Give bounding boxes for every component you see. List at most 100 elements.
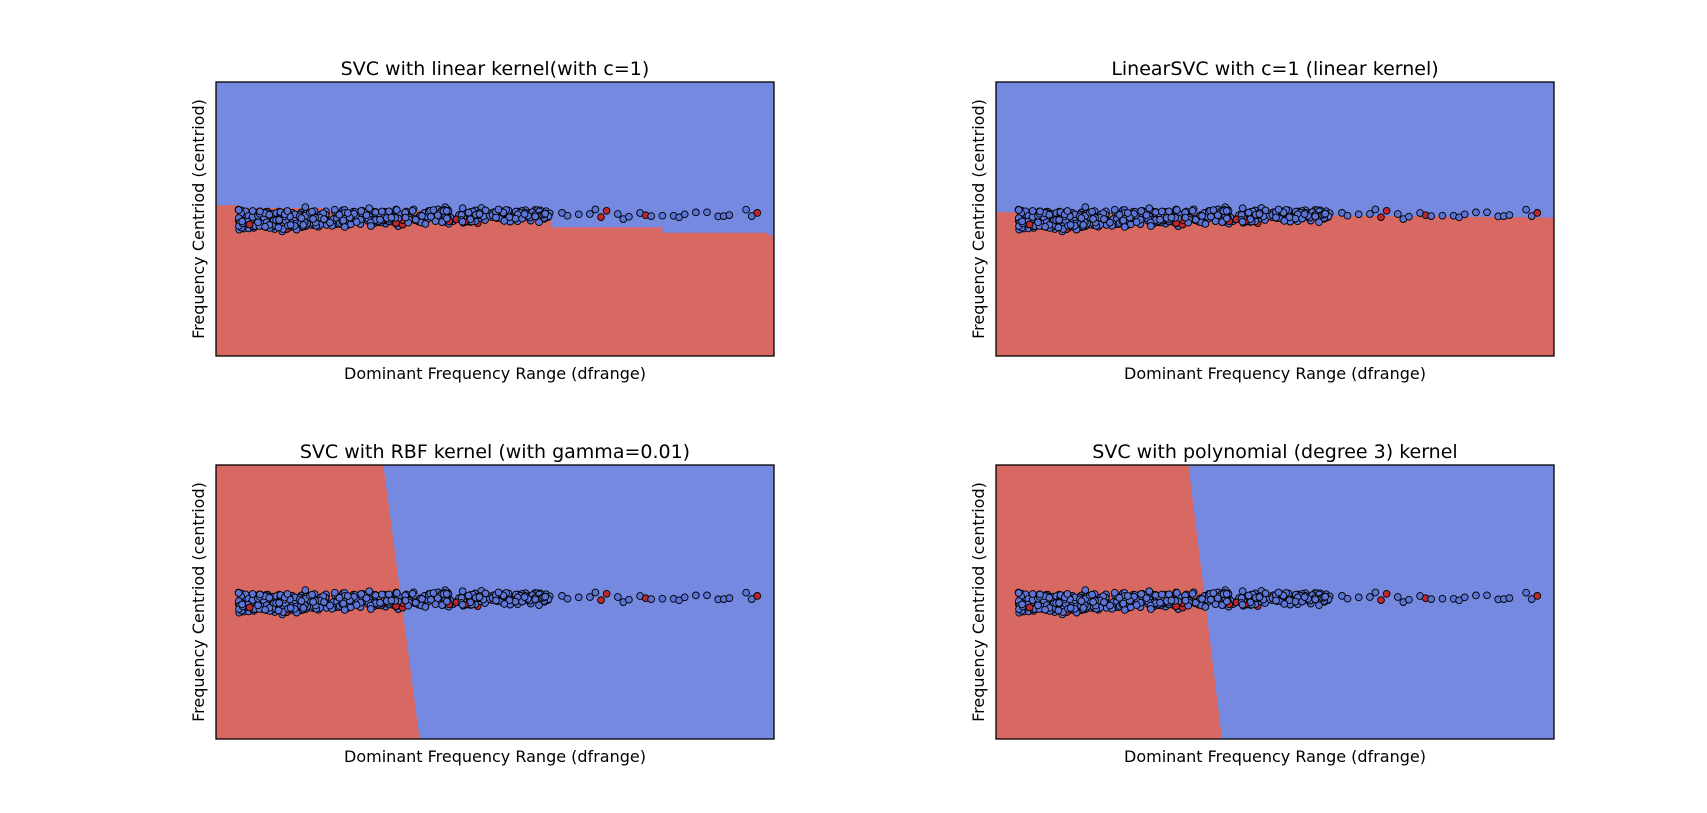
data-point-blue — [261, 222, 269, 231]
chart-title: LinearSVC with c=1 (linear kernel) — [1111, 58, 1438, 80]
data-point-blue — [1145, 204, 1154, 213]
data-point-blue — [574, 210, 583, 219]
data-point-blue — [1014, 206, 1023, 214]
data-point-blue — [680, 593, 689, 602]
data-point-blue — [1106, 601, 1114, 610]
chart-title: SVC with RBF kernel (with gamma=0.01) — [300, 441, 690, 463]
data-point-red — [602, 589, 611, 598]
chart-panel-4: SVC with polynomial (degree 3) kernel Dom… — [969, 441, 1555, 766]
data-point-blue — [541, 592, 550, 601]
data-point-blue — [1079, 221, 1088, 229]
data-point-blue — [692, 208, 700, 217]
data-point-blue — [742, 205, 750, 214]
data-point-blue — [1238, 204, 1247, 213]
data-point-blue — [320, 598, 328, 606]
data-point-blue — [747, 212, 756, 220]
data-point-blue — [725, 211, 734, 219]
data-point-blue — [330, 205, 339, 214]
data-point-blue — [1244, 591, 1253, 600]
data-point-blue — [1100, 598, 1108, 606]
data-point-blue — [308, 590, 316, 599]
data-point-blue — [1522, 205, 1530, 214]
data-point-blue — [1343, 594, 1352, 603]
y-axis-label: Frequency Centriod (centriod) — [969, 482, 988, 722]
data-point-blue — [1120, 223, 1129, 231]
data-point-blue — [1147, 222, 1155, 230]
data-point-blue — [1120, 606, 1129, 614]
data-point-red — [1377, 213, 1385, 221]
data-point-blue — [1106, 218, 1114, 227]
data-point-blue — [429, 589, 438, 597]
data-point-blue — [1055, 216, 1063, 224]
data-point-blue — [352, 601, 361, 609]
data-point-blue — [1036, 590, 1044, 599]
data-point-blue — [335, 210, 344, 219]
data-point-blue — [1209, 589, 1218, 597]
decision-region-red — [216, 205, 774, 356]
data-point-blue — [1238, 587, 1247, 596]
data-point-blue — [275, 216, 283, 224]
data-point-blue — [248, 590, 257, 598]
data-point-blue — [1145, 587, 1154, 596]
data-point-blue — [1321, 209, 1330, 218]
data-point-blue — [1274, 205, 1283, 214]
data-point-blue — [339, 599, 348, 608]
data-point-blue — [339, 216, 348, 225]
axes-frame — [215, 464, 775, 740]
data-point-blue — [1077, 597, 1086, 605]
data-point-blue — [531, 212, 540, 221]
data-point-blue — [1201, 220, 1210, 228]
data-point-blue — [1343, 211, 1352, 220]
data-point-blue — [1172, 206, 1181, 214]
axes-frame — [995, 464, 1555, 740]
data-point-blue — [458, 600, 467, 609]
data-point-blue — [494, 588, 503, 597]
plot-area — [216, 82, 774, 356]
data-point-blue — [286, 604, 295, 612]
data-point-blue — [1354, 593, 1363, 602]
data-point-blue — [343, 209, 352, 217]
data-point-blue — [586, 210, 594, 218]
data-point-blue — [574, 593, 583, 602]
data-point-blue — [1063, 590, 1072, 598]
data-point-blue — [1460, 593, 1469, 602]
x-axis-label: Dominant Frequency Range (dfrange) — [1124, 747, 1426, 766]
data-point-blue — [301, 586, 310, 594]
data-point-blue — [309, 598, 317, 606]
data-point-blue — [1280, 217, 1289, 225]
data-point-blue — [1066, 604, 1075, 612]
data-point-red — [1533, 209, 1542, 217]
data-point-blue — [1315, 601, 1323, 610]
data-point-blue — [1055, 599, 1063, 607]
data-point-red — [245, 220, 254, 229]
data-point-blue — [427, 212, 435, 221]
data-point-blue — [1311, 212, 1320, 221]
data-point-blue — [387, 213, 396, 222]
data-point-blue — [1034, 601, 1042, 610]
data-point-blue — [591, 588, 600, 597]
data-point-blue — [1315, 218, 1323, 227]
data-point-blue — [563, 211, 572, 220]
data-point-blue — [1460, 210, 1469, 219]
data-point-red — [753, 592, 762, 600]
data-point-blue — [442, 590, 451, 598]
data-point-blue — [1079, 604, 1088, 612]
data-point-blue — [378, 207, 386, 216]
data-point-blue — [1172, 589, 1181, 597]
data-point-blue — [647, 595, 656, 603]
data-point-blue — [442, 207, 451, 215]
data-point-blue — [248, 207, 257, 215]
data-point-blue — [274, 223, 283, 232]
data-point-blue — [330, 588, 339, 597]
data-point-blue — [1201, 603, 1210, 611]
scatter-points — [1014, 586, 1542, 619]
data-point-blue — [1089, 215, 1097, 223]
data-point-blue — [1207, 212, 1215, 221]
data-point-blue — [433, 594, 442, 603]
x-axis-label: Dominant Frequency Range (dfrange) — [1124, 364, 1426, 383]
data-point-blue — [586, 593, 594, 601]
data-point-blue — [1142, 594, 1151, 603]
data-point-blue — [1207, 595, 1215, 604]
data-point-blue — [1393, 210, 1402, 218]
